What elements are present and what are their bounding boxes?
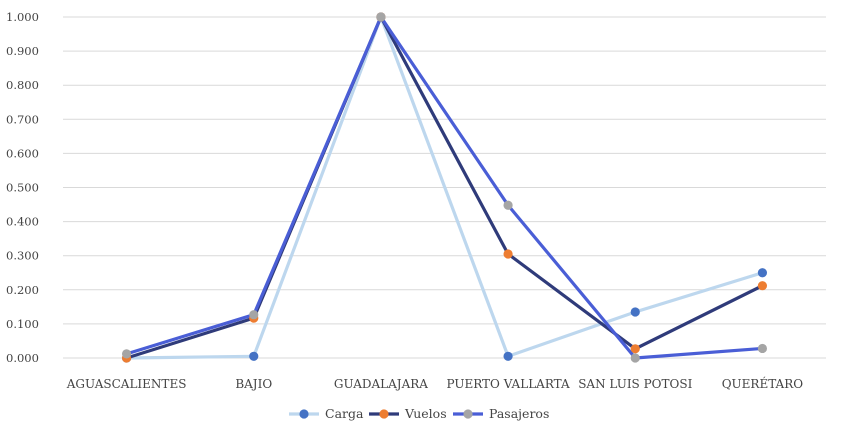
data-point-pasajeros — [121, 349, 132, 359]
data-point-pasajeros — [757, 343, 768, 354]
legend-marker — [299, 409, 309, 419]
legend-label: Pasajeros — [489, 406, 549, 421]
y-axis-ticks: 0.000 0.100 0.200 0.300 0.400 0.500 0.600 0.700… — [6, 10, 39, 365]
series-lines — [124, 15, 765, 360]
series-line-carga — [124, 15, 765, 360]
data-point-pasajeros — [503, 200, 513, 210]
y-tick-label: 0.300 — [6, 249, 39, 263]
y-tick-label: 0.400 — [6, 215, 39, 229]
legend-label: Carga — [325, 406, 364, 421]
x-category-label: SAN LUIS POTOSI — [578, 377, 692, 391]
x-category-label: BAJIO — [235, 377, 272, 391]
x-category-label: QUERÉTARO — [722, 376, 804, 391]
legend-item-vuelos: Vuelos — [369, 406, 447, 421]
data-point-pasajeros — [249, 310, 259, 320]
x-category-label: AGUASCALIENTES — [66, 377, 187, 391]
y-tick-label: 0.700 — [6, 112, 39, 126]
series-line-vuelos — [124, 15, 765, 360]
x-axis-categories: AGUASCALIENTES BAJIO GUADALAJARA PUERTO VAL… — [66, 376, 804, 391]
data-point-carga — [757, 268, 768, 278]
series-line-pasajeros — [124, 15, 765, 360]
legend: Carga Vuelos Pasajeros — [289, 406, 549, 421]
y-tick-label: 1.000 — [6, 10, 39, 24]
legend-marker — [379, 409, 389, 419]
data-point-pasajeros — [630, 353, 640, 363]
y-tick-label: 0.600 — [6, 146, 39, 160]
y-tick-label: 0.500 — [6, 181, 39, 195]
legend-label: Vuelos — [404, 406, 447, 421]
x-category-label: PUERTO VALLARTA — [446, 377, 570, 391]
data-point-vuelos — [503, 249, 513, 259]
y-tick-label: 0.800 — [6, 78, 39, 92]
legend-item-pasajeros: Pasajeros — [453, 406, 549, 421]
data-point-carga — [630, 307, 640, 317]
y-tick-label: 0.200 — [6, 283, 39, 297]
data-point-carga — [249, 351, 259, 361]
legend-item-carga: Carga — [289, 406, 364, 421]
y-tick-label: 0.900 — [6, 44, 39, 58]
data-point-pasajeros — [376, 12, 386, 22]
x-category-label: GUADALAJARA — [334, 377, 428, 391]
data-point-vuelos — [630, 344, 640, 354]
y-tick-label: 0.000 — [6, 351, 39, 365]
data-point-carga — [503, 351, 513, 361]
y-tick-label: 0.100 — [6, 317, 39, 331]
legend-marker — [463, 409, 473, 419]
series-markers — [121, 12, 768, 363]
data-point-vuelos — [757, 281, 768, 291]
